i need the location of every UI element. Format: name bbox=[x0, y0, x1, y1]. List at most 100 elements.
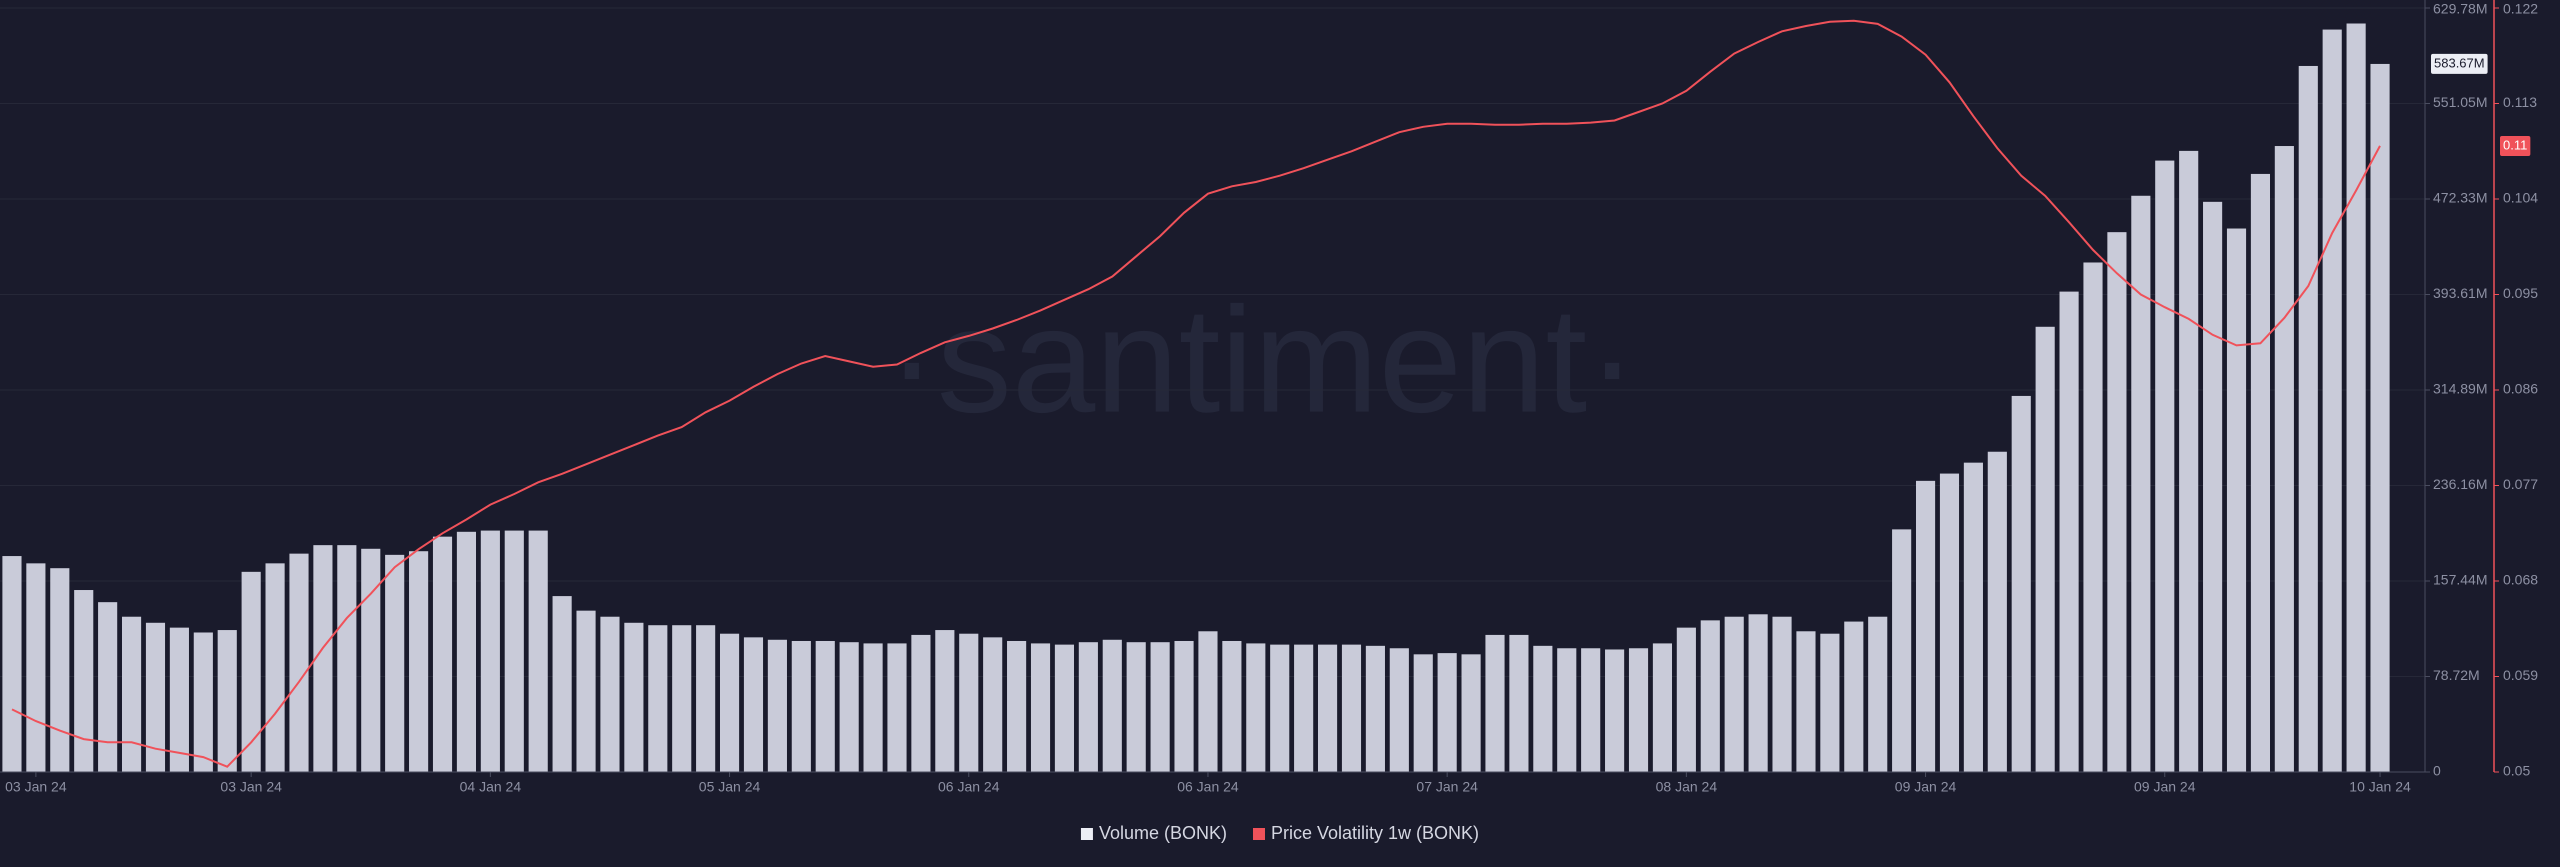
volume-bar bbox=[1844, 621, 1864, 772]
volume-bar bbox=[887, 643, 907, 772]
volume-bar bbox=[2370, 63, 2390, 772]
volume-bar bbox=[1030, 643, 1051, 772]
volume-bar bbox=[2059, 291, 2079, 772]
volume-bar bbox=[1150, 642, 1170, 772]
volume-bar bbox=[241, 571, 261, 772]
volume-bar bbox=[1652, 643, 1673, 772]
volume-bar bbox=[2179, 150, 2199, 772]
legend-swatch bbox=[1080, 828, 1093, 840]
y2-tick-label: 0.095 bbox=[2503, 285, 2538, 301]
x-tick-label: 06 Jan 24 bbox=[1177, 779, 1239, 795]
volume-bar bbox=[1198, 631, 1218, 772]
bar-layer bbox=[2, 23, 2390, 773]
volume-bar bbox=[1054, 644, 1075, 772]
axis-layer: 0 78.72M 157.44M 236.16M 314.89M 393.61M 472.3… bbox=[0, 0, 2538, 843]
current-value-box bbox=[2431, 53, 2488, 74]
volume-bar bbox=[815, 640, 835, 772]
volume-bar bbox=[480, 530, 500, 772]
volume-bar bbox=[1126, 642, 1146, 772]
line-layer bbox=[11, 19, 2381, 768]
volume-bar bbox=[1963, 462, 1983, 772]
volume-bar bbox=[1748, 614, 1768, 772]
volume-bar bbox=[1007, 640, 1027, 772]
legend-swatch bbox=[1252, 828, 1265, 840]
volume-bar bbox=[2, 556, 22, 772]
volume-bar bbox=[1174, 640, 1194, 772]
volume-bar bbox=[935, 630, 955, 772]
volume-bar bbox=[26, 563, 46, 772]
current-value-label: 583.67M bbox=[2434, 55, 2485, 70]
volume-bar bbox=[648, 625, 668, 772]
volume-bar bbox=[911, 634, 931, 772]
volume-bar bbox=[983, 637, 1003, 772]
watermark-layer: ·santiment· bbox=[887, 276, 1637, 444]
y2-tick-label: 0.086 bbox=[2503, 381, 2538, 397]
volume-bar bbox=[2107, 232, 2127, 772]
volume-bar bbox=[432, 536, 453, 772]
volume-bar bbox=[1389, 648, 1409, 772]
x-tick-label: 03 Jan 24 bbox=[5, 779, 67, 795]
volume-bar bbox=[337, 545, 357, 772]
volume-bar bbox=[767, 639, 787, 772]
volume-bar bbox=[1509, 634, 1529, 772]
legend-label: Price Volatility 1w (BONK) bbox=[1271, 823, 1479, 843]
volume-bar bbox=[1413, 654, 1433, 772]
volume-bar bbox=[2226, 228, 2247, 772]
volume-bar bbox=[169, 627, 189, 772]
x-tick-label: 09 Jan 24 bbox=[2134, 779, 2196, 795]
y2-tick-label: 0.113 bbox=[2503, 94, 2537, 110]
volatility-line bbox=[11, 19, 2381, 768]
y-tick-label: 472.33M bbox=[2433, 190, 2487, 206]
volume-bar bbox=[2322, 29, 2342, 772]
volume-bar bbox=[2274, 146, 2294, 772]
volume-bar bbox=[121, 616, 142, 772]
volume-bar bbox=[672, 625, 692, 772]
y-tick-label: 236.16M bbox=[2433, 476, 2487, 492]
volume-bar bbox=[265, 563, 285, 772]
volume-bar bbox=[145, 622, 166, 772]
volume-bar bbox=[1341, 644, 1362, 772]
volume-bar bbox=[504, 530, 524, 772]
volume-bar bbox=[528, 530, 548, 772]
y-tick-label: 78.72M bbox=[2433, 667, 2480, 683]
volume-bar bbox=[1796, 631, 1816, 772]
volume-bar bbox=[1987, 451, 2007, 772]
y-tick-label: 551.05M bbox=[2433, 94, 2487, 110]
volume-bar bbox=[696, 625, 716, 772]
volume-bar bbox=[1437, 653, 1457, 772]
volume-bar bbox=[552, 596, 572, 772]
volume-bar bbox=[193, 632, 213, 772]
volume-bar bbox=[1724, 616, 1744, 772]
volume-bar bbox=[2250, 173, 2271, 772]
x-tick-label: 05 Jan 24 bbox=[699, 779, 761, 795]
volume-bar bbox=[1605, 649, 1625, 772]
x-tick-label: 04 Jan 24 bbox=[460, 779, 522, 795]
volume-bar bbox=[624, 622, 644, 772]
volume-bar bbox=[361, 548, 381, 772]
y-tick-label: 393.61M bbox=[2433, 285, 2487, 301]
volume-bar bbox=[1294, 644, 1314, 772]
volume-bar bbox=[1461, 654, 1481, 772]
y2-tick-label: 0.059 bbox=[2503, 667, 2538, 683]
y-tick-label: 0 bbox=[2433, 763, 2441, 779]
volume-bar bbox=[2346, 23, 2366, 772]
y2-tick-label: 0.077 bbox=[2503, 476, 2538, 492]
volume-bar bbox=[1222, 640, 1242, 772]
volume-bar bbox=[1892, 529, 1912, 772]
volume-bar bbox=[600, 616, 620, 772]
volume-bar bbox=[743, 637, 764, 772]
x-tick-label: 06 Jan 24 bbox=[938, 779, 1000, 795]
volume-bar bbox=[1868, 616, 1888, 772]
y2-tick-label: 0.05 bbox=[2503, 763, 2530, 779]
volume-bar bbox=[1102, 639, 1122, 772]
volume-bar bbox=[2035, 326, 2055, 772]
x-tick-label: 07 Jan 24 bbox=[1416, 779, 1478, 795]
y-tick-label: 314.89M bbox=[2433, 381, 2487, 397]
volume-bar bbox=[1676, 627, 1696, 772]
x-tick-label: 09 Jan 24 bbox=[1895, 779, 1957, 795]
volume-bar bbox=[1533, 645, 1553, 772]
x-tick-label: 03 Jan 24 bbox=[220, 779, 282, 795]
legend-label: Volume (BONK) bbox=[1099, 823, 1227, 843]
volume-bar bbox=[719, 633, 740, 772]
